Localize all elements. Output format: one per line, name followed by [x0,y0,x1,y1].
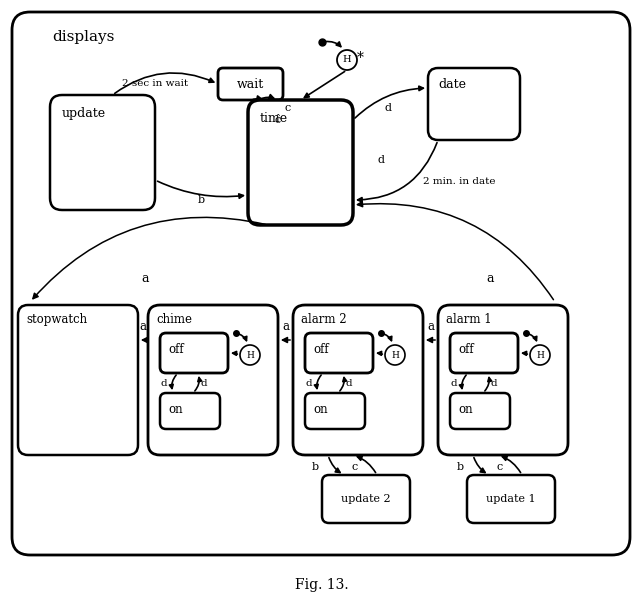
FancyBboxPatch shape [322,475,410,523]
Text: off: off [313,343,328,356]
FancyBboxPatch shape [428,68,520,140]
Text: on: on [168,403,183,416]
Text: 2 min. in date: 2 min. in date [423,178,495,187]
FancyBboxPatch shape [438,305,568,455]
Text: H: H [536,350,544,359]
FancyBboxPatch shape [148,305,278,455]
Text: alarm 2: alarm 2 [301,313,346,326]
Text: b: b [457,462,464,472]
FancyBboxPatch shape [450,393,510,429]
Text: alarm 1: alarm 1 [446,313,491,326]
Text: a: a [486,272,494,285]
Text: b: b [198,195,205,205]
Text: stopwatch: stopwatch [26,313,87,326]
Text: H: H [246,350,254,359]
Text: date: date [438,78,466,91]
FancyBboxPatch shape [467,475,555,523]
Text: a: a [140,320,146,334]
Text: d: d [346,379,352,388]
FancyBboxPatch shape [160,393,220,429]
FancyBboxPatch shape [305,393,365,429]
FancyBboxPatch shape [305,333,373,373]
FancyBboxPatch shape [12,12,630,555]
Text: off: off [168,343,184,356]
Text: off: off [458,343,473,356]
Text: b: b [312,462,319,472]
FancyBboxPatch shape [293,305,423,455]
Text: update 2: update 2 [341,494,391,504]
Text: on: on [313,403,328,416]
FancyBboxPatch shape [50,95,155,210]
Text: time: time [260,112,288,125]
FancyBboxPatch shape [18,305,138,455]
FancyBboxPatch shape [248,100,353,225]
Text: on: on [458,403,473,416]
FancyBboxPatch shape [160,333,228,373]
Text: Fig. 13.: Fig. 13. [295,578,349,592]
Text: c: c [352,462,358,472]
Text: a: a [427,320,434,334]
Text: a: a [282,320,289,334]
Text: update: update [62,107,106,120]
Text: 2 sec in wait: 2 sec in wait [122,78,189,87]
Text: displays: displays [52,30,115,44]
Text: wait: wait [237,78,264,90]
Text: d: d [306,379,312,388]
Text: d: d [377,155,384,165]
Text: d: d [451,379,457,388]
Text: ĉ: ĉ [275,115,281,125]
Text: update 1: update 1 [486,494,536,504]
Text: d: d [384,103,392,113]
Text: c: c [285,103,291,113]
Text: d: d [161,379,167,388]
Text: H: H [391,350,399,359]
Text: c: c [497,462,503,472]
FancyBboxPatch shape [218,68,283,100]
Text: chime: chime [156,313,192,326]
FancyBboxPatch shape [450,333,518,373]
Text: *: * [357,51,363,65]
Text: d: d [201,379,207,388]
Text: H: H [343,55,352,64]
Text: d: d [491,379,497,388]
Text: a: a [141,272,149,285]
